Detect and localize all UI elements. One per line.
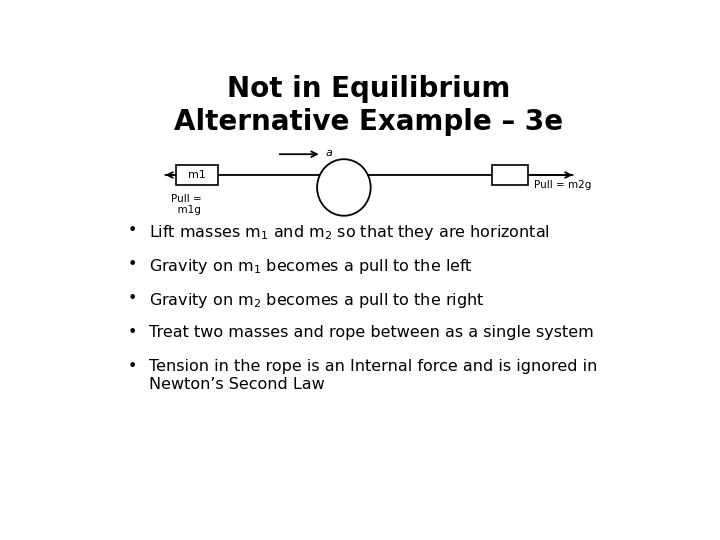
Bar [492, 165, 528, 185]
Text: m1: m1 [189, 171, 207, 180]
Text: a: a [326, 148, 333, 158]
Text: •: • [127, 291, 137, 306]
Text: •: • [127, 359, 137, 374]
Text: Not in Equilibrium: Not in Equilibrium [228, 75, 510, 103]
Text: Pull =
  m1g: Pull = m1g [171, 194, 202, 215]
Text: Treat two masses and rope between as a single system: Treat two masses and rope between as a s… [148, 325, 593, 340]
Text: •: • [127, 325, 137, 340]
Bar [176, 165, 218, 185]
Text: Tension in the rope is an Internal force and is ignored in
Newton’s Second Law: Tension in the rope is an Internal force… [148, 359, 597, 392]
Text: Gravity on m$_1$ becomes a pull to the left: Gravity on m$_1$ becomes a pull to the l… [148, 257, 472, 276]
Text: •: • [127, 257, 137, 272]
Text: Gravity on m$_2$ becomes a pull to the right: Gravity on m$_2$ becomes a pull to the r… [148, 291, 484, 310]
Ellipse shape [317, 159, 371, 216]
Text: Lift masses m$_1$ and m$_2$ so that they are horizontal: Lift masses m$_1$ and m$_2$ so that they… [148, 223, 549, 242]
Text: Alternative Example – 3e: Alternative Example – 3e [174, 109, 564, 137]
Text: Pull = m2g: Pull = m2g [534, 180, 591, 191]
Text: •: • [127, 223, 137, 238]
